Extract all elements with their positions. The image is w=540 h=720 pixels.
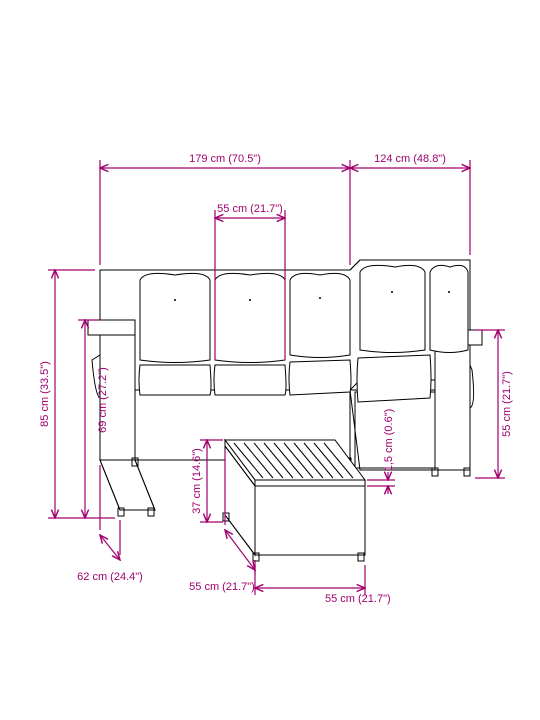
dim-table-top: 1,5 cm (0.6"): [383, 409, 395, 472]
dim-arm-height: 69 cm (27.2"): [97, 367, 109, 433]
dim-width-side: 124 cm (48.8"): [374, 153, 446, 165]
coffee-table: [223, 440, 365, 561]
back-cushions: [140, 265, 468, 362]
dim-width-main: 179 cm (70.5"): [189, 153, 261, 165]
dim-side-arm-height: 55 cm (21.7"): [501, 371, 513, 437]
dim-depth: 62 cm (24.4"): [77, 571, 143, 583]
dim-seat-width: 55 cm (21.7"): [217, 203, 283, 215]
dim-table-height: 37 cm (14.6"): [191, 448, 203, 514]
dim-table-width: 55 cm (21.7"): [325, 593, 391, 605]
dim-height-overall: 85 cm (33.5"): [39, 361, 51, 427]
dim-table-depth: 55 cm (21.7"): [189, 581, 255, 593]
